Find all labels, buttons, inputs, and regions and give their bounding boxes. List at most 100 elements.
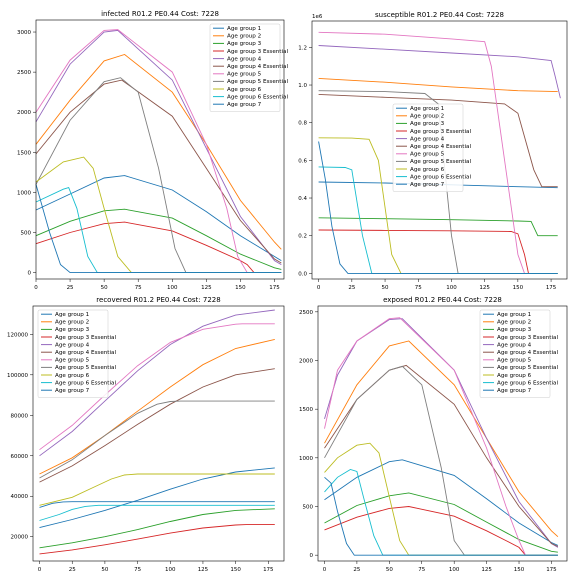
legend-entry: Age group 6 (55, 373, 90, 379)
series-line (35, 79, 282, 264)
series-line (318, 93, 558, 188)
legend-entry: Age group 4 Essential (55, 350, 116, 356)
x-tick-label: 150 (235, 285, 246, 291)
x-tick-label: 150 (513, 285, 524, 291)
y-tick-label: 1500 (17, 150, 31, 156)
x-tick-label: 0 (323, 567, 327, 573)
legend-entry: Age group 5 Essential (497, 365, 558, 371)
x-tick-label: 0 (38, 567, 42, 573)
legend-entry: Age group 4 (497, 342, 532, 348)
y-tick-label: 500 (303, 504, 314, 510)
series-line (318, 141, 558, 274)
y-tick-label: 1000 (299, 456, 313, 462)
y-tick-label: 0.8 (298, 121, 307, 127)
series-line (39, 501, 275, 508)
series-line (39, 368, 275, 483)
legend-entry: Age group 5 (497, 358, 532, 364)
legend-entry: Age group 4 Essential (227, 64, 288, 70)
x-tick-label: 75 (415, 285, 422, 291)
series-line (35, 208, 282, 270)
legend-entry: Age group 1 (497, 312, 532, 318)
x-tick-label: 25 (69, 567, 76, 573)
legend-frame (209, 23, 281, 112)
plot-frame (35, 19, 285, 280)
series-line (39, 309, 275, 457)
chart-title: recovered R01.2 PE0.44 Cost: 7228 (96, 296, 220, 304)
series-line (324, 459, 559, 546)
axis-offset-label: 1e6 (312, 14, 323, 20)
legend-entry: Age group 2 (227, 34, 261, 40)
legend-entry: Age group 4 (410, 136, 445, 142)
legend-entry: Age group 6 (227, 87, 262, 93)
x-tick-label: 0 (34, 285, 38, 291)
x-tick-label: 100 (165, 567, 176, 573)
x-tick-label: 100 (167, 285, 178, 291)
legend-entry: Age group 3 Essential (497, 335, 558, 341)
x-tick-label: 100 (449, 567, 460, 573)
series-line (318, 77, 558, 93)
legend-entry: Age group 5 (227, 72, 262, 78)
y-tick-label: 80000 (11, 413, 29, 419)
series-line (35, 187, 282, 274)
series-line (324, 318, 559, 548)
legend-entry: Age group 2 (410, 114, 444, 120)
y-tick-label: 2500 (299, 310, 313, 316)
y-tick-label: 3000 (17, 30, 31, 36)
y-tick-label: 2500 (17, 70, 31, 76)
y-tick-label: 2000 (17, 110, 31, 116)
legend-entry: Age group 1 (55, 312, 90, 318)
series-line (324, 317, 558, 556)
series-line (39, 508, 275, 549)
x-tick-label: 75 (418, 567, 425, 573)
legend-entry: Age group 1 (227, 26, 262, 32)
x-tick-label: 125 (198, 567, 209, 573)
plot-frame (311, 20, 568, 280)
series-line (324, 492, 558, 553)
y-tick-label: 500 (21, 230, 32, 236)
series-line (35, 29, 282, 274)
legend-entry: Age group 5 Essential (55, 365, 116, 371)
x-tick-label: 25 (348, 285, 355, 291)
series-line (39, 524, 275, 555)
y-tick-label: 0.4 (298, 196, 307, 202)
y-tick-label: 0.6 (298, 158, 307, 164)
series-line (318, 45, 561, 99)
x-tick-label: 175 (546, 285, 557, 291)
series-line (324, 340, 559, 538)
series-line (324, 365, 558, 556)
legend-entry: Age group 3 (55, 327, 90, 333)
x-tick-label: 0 (317, 285, 321, 291)
y-tick-label: 1000 (17, 190, 31, 196)
series-line (39, 504, 275, 521)
legend-entry: Age group 6 Essential (227, 94, 288, 100)
y-tick-label: 2000 (299, 359, 313, 365)
x-tick-label: 175 (263, 567, 274, 573)
series-line (39, 323, 275, 451)
y-tick-label: 0 (28, 271, 32, 277)
series-line (39, 338, 275, 475)
y-tick-label: 40000 (11, 494, 29, 500)
series-line (318, 31, 558, 274)
series-group (39, 309, 275, 555)
plot-frame (317, 305, 568, 562)
x-tick-label: 50 (382, 285, 389, 291)
chart-3: recovered R01.2 PE0.44 Cost: 7228 0 25 50 75… (7, 296, 285, 573)
legend-entry: Age group 7 (497, 388, 532, 394)
y-tick-label: 1.0 (298, 83, 307, 89)
legend-entry: Age group 6 (410, 167, 445, 173)
legend-entry: Age group 1 (410, 106, 445, 112)
chart-4: exposed R01.2 PE0.44 Cost: 7228 0 25 50 75 10… (299, 296, 568, 573)
series-line (324, 442, 558, 556)
legend-entry: Age group 4 (227, 56, 262, 62)
legend-frame (479, 309, 551, 398)
legend-entry: Age group 3 (227, 41, 262, 47)
legend-entry: Age group 3 Essential (55, 335, 116, 341)
series-line (324, 506, 558, 556)
chart-title: exposed R01.2 PE0.44 Cost: 7228 (383, 296, 502, 304)
legend-entry: Age group 3 (497, 327, 532, 333)
legend-entry: Age group 6 Essential (497, 380, 558, 386)
legend-entry: Age group 5 Essential (410, 159, 471, 165)
legend-entry: Age group 2 (497, 320, 531, 326)
